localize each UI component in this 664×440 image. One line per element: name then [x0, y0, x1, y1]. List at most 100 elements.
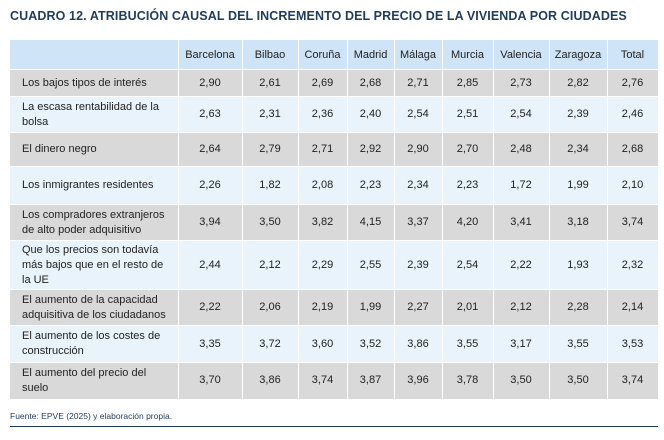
cell-value: 2,10 — [607, 166, 659, 205]
cell-value: 1,82 — [242, 166, 299, 205]
cell-value: 2,61 — [242, 69, 299, 97]
table-row: Los inmigrantes residentes 2,26 1,82 2,08 2,… — [10, 166, 659, 205]
table-row: Los compradores extranjeros de alto pode… — [10, 204, 659, 241]
cell-value: 3,96 — [394, 362, 443, 399]
cell-value: 3,72 — [242, 325, 299, 363]
cell-value: 3,94 — [178, 204, 243, 241]
cell-value: 2,39 — [549, 96, 608, 133]
cell-value: 3,17 — [493, 325, 550, 363]
column-header: Coruña — [298, 40, 348, 70]
cell-value: 2,36 — [298, 96, 348, 133]
cell-value: 2,31 — [242, 96, 299, 133]
column-header: Murcia — [442, 40, 494, 70]
cell-value: 2,29 — [298, 240, 348, 290]
cell-value: 2,34 — [549, 132, 608, 167]
cell-value: 2,23 — [347, 166, 395, 205]
table-row: El aumento del precio del suelo 3,70 3,86 3… — [10, 362, 659, 399]
cell-value: 3,52 — [347, 325, 395, 363]
cell-value: 2,54 — [442, 240, 494, 290]
table-row: Que los precios son todavía más bajos qu… — [10, 240, 659, 290]
cell-value: 3,18 — [549, 204, 608, 241]
cell-value: 3,41 — [493, 204, 550, 241]
column-header: Zaragoza — [549, 40, 608, 70]
column-header: Barcelona — [178, 40, 243, 70]
cell-value: 2,73 — [493, 69, 550, 97]
cell-value: 2,76 — [607, 69, 659, 97]
cell-value: 2,19 — [298, 289, 348, 326]
cell-value: 2,92 — [347, 132, 395, 167]
cell-value: 2,28 — [549, 289, 608, 326]
cell-value: 2,82 — [549, 69, 608, 97]
cell-value: 2,55 — [347, 240, 395, 290]
cell-value: 3,86 — [394, 325, 443, 363]
cell-value: 2,08 — [298, 166, 348, 205]
cell-value: 2,63 — [178, 96, 243, 133]
cell-value: 2,27 — [394, 289, 443, 326]
cell-value: 2,54 — [394, 96, 443, 133]
cell-value: 2,71 — [298, 132, 348, 167]
cell-value: 3,50 — [549, 362, 608, 399]
table-title: CUADRO 12. ATRIBUCIÓN CAUSAL DEL INCREME… — [10, 9, 627, 23]
cell-value: 2,54 — [493, 96, 550, 133]
cell-value: 2,68 — [347, 69, 395, 97]
cell-value: 2,12 — [493, 289, 550, 326]
row-label: La escasa rentabilidad de la bolsa — [10, 96, 179, 133]
cell-value: 2,40 — [347, 96, 395, 133]
column-header — [10, 40, 179, 70]
cell-value: 3,35 — [178, 325, 243, 363]
cell-value: 2,14 — [607, 289, 659, 326]
table-row: El aumento de la capacidad adquisitiva d… — [10, 289, 659, 326]
cell-value: 2,90 — [178, 69, 243, 97]
row-label: Los bajos tipos de interés — [10, 69, 179, 97]
cell-value: 2,01 — [442, 289, 494, 326]
cell-value: 2,48 — [493, 132, 550, 167]
cell-value: 1,72 — [493, 166, 550, 205]
cell-value: 3,55 — [549, 325, 608, 363]
cell-value: 1,93 — [549, 240, 608, 290]
cell-value: 3,55 — [442, 325, 494, 363]
cell-value: 2,32 — [607, 240, 659, 290]
cell-value: 1,99 — [549, 166, 608, 205]
cell-value: 2,85 — [442, 69, 494, 97]
cell-value: 3,70 — [178, 362, 243, 399]
row-label: Los inmigrantes residentes — [10, 166, 179, 205]
source-note: Fuente: EPVE (2025) y elaboración propia… — [10, 411, 173, 421]
header-row: Barcelona Bilbao Coruña Madrid Málaga Murcia V… — [10, 40, 659, 70]
cell-value: 2,12 — [242, 240, 299, 290]
cell-value: 2,23 — [442, 166, 494, 205]
cell-value: 3,53 — [607, 325, 659, 363]
column-header: Bilbao — [242, 40, 299, 70]
row-label: El aumento del precio del suelo — [10, 362, 179, 399]
table-row: La escasa rentabilidad de la bolsa 2,63 2,… — [10, 96, 659, 133]
cell-value: 2,51 — [442, 96, 494, 133]
cell-value: 3,82 — [298, 204, 348, 241]
table-row: El dinero negro 2,64 2,79 2,71 2,92 2,90 2,70 2… — [10, 132, 659, 167]
cell-value: 4,15 — [347, 204, 395, 241]
cell-value: 3,74 — [298, 362, 348, 399]
column-header: Málaga — [394, 40, 443, 70]
cell-value: 2,22 — [178, 289, 243, 326]
cell-value: 3,78 — [442, 362, 494, 399]
cell-value: 2,34 — [394, 166, 443, 205]
cell-value: 2,69 — [298, 69, 348, 97]
cell-value: 2,22 — [493, 240, 550, 290]
cell-value: 2,39 — [394, 240, 443, 290]
cell-value: 4,20 — [442, 204, 494, 241]
table-row: Los bajos tipos de interés 2,90 2,61 2,69 2,… — [10, 69, 659, 97]
cell-value: 2,64 — [178, 132, 243, 167]
cell-value: 3,87 — [347, 362, 395, 399]
cell-value: 3,50 — [242, 204, 299, 241]
cell-value: 2,06 — [242, 289, 299, 326]
row-label: Que los precios son todavía más bajos qu… — [10, 240, 179, 290]
cell-value: 2,71 — [394, 69, 443, 97]
data-table: Barcelona Bilbao Coruña Madrid Málaga Murcia V… — [10, 40, 659, 399]
cell-value: 1,99 — [347, 289, 395, 326]
row-label: El aumento de la capacidad adquisitiva d… — [10, 289, 179, 326]
cell-value: 3,74 — [607, 362, 659, 399]
cell-value: 2,70 — [442, 132, 494, 167]
cell-value: 2,68 — [607, 132, 659, 167]
table-row: El aumento de los costes de construcción… — [10, 325, 659, 363]
bottom-rule — [10, 426, 658, 427]
row-label: El aumento de los costes de construcción — [10, 325, 179, 363]
cell-value: 2,46 — [607, 96, 659, 133]
